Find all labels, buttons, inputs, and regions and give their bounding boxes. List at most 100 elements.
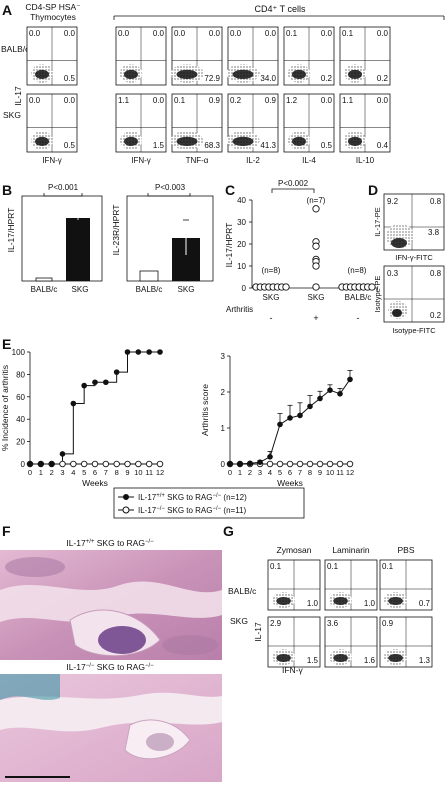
e1-ytick-label-0: 0: [21, 460, 26, 469]
a-q-ul-r0-c2: 0.0: [174, 29, 186, 38]
e1-pt-wt-9: [124, 349, 131, 355]
c-dot-g1-7: [368, 283, 376, 291]
a-q-ur-r0-c2: 0.0: [209, 29, 221, 38]
a-col-label-3: IL-2: [246, 156, 260, 165]
e2-ytick-label-2: 2: [221, 388, 226, 397]
g-q-ul-r1-c0: 2.9: [270, 619, 282, 628]
e1-ytick-label-1: 20: [16, 438, 25, 447]
d-bottom-ul: 0.3: [387, 269, 399, 278]
e2-xtick-label-3: 3: [258, 468, 262, 477]
e2-pt-ko-12: [346, 460, 354, 468]
e1-ylabel: % Incidence of arthritis: [0, 365, 10, 451]
a-q-ur-r1-c5: 0.0: [377, 96, 389, 105]
panel-letter-a: A: [2, 2, 12, 18]
c-arthritis-minus-1: -: [270, 313, 273, 323]
g-plot-r0-c2-core: [388, 597, 403, 605]
c-ytick-label-0: 0: [242, 284, 247, 293]
g-col-label-0: Zymosan: [277, 545, 312, 555]
c-bracket: [271, 188, 315, 193]
a-q-ur-r1-c0: 0.0: [64, 96, 76, 105]
a-plot-r1-c3-core: [232, 136, 254, 147]
f-top-inflammation: [98, 626, 146, 654]
c-ytick-label-3: 30: [237, 218, 246, 227]
e1-pt-ko-7: [102, 460, 110, 468]
e2-pt-ko-9: [316, 460, 324, 468]
b-left-ylabel: IL-17/HPRT: [6, 208, 16, 253]
a-plot-r1-c2-core: [176, 136, 198, 147]
d-top-ur: 0.8: [430, 197, 442, 206]
e2-xtick-label-0: 0: [228, 468, 232, 477]
a-q-ur-r0-c3: 0.0: [265, 29, 277, 38]
e-legend-label-2: IL-17−/− SKG to RAG−/− (n=11): [138, 506, 247, 515]
thymocyte-header-line2: Thymocytes: [30, 12, 76, 22]
a-q-ul-r0-c5: 0.1: [342, 29, 354, 38]
b-left-bar-skg: [66, 218, 90, 281]
c-dot-g0-7: [282, 283, 290, 291]
e1-line-wt: [30, 351, 160, 465]
a-plot-r0-c3-core: [232, 69, 254, 80]
a-q-ul-r0-c1: 0.0: [118, 29, 130, 38]
e-legend-box: [113, 487, 305, 519]
c-dot-skg-plus-6: [312, 262, 320, 270]
e1-pt-wt-2: [48, 461, 55, 467]
e2-xtick-label-12: 12: [346, 468, 354, 477]
e1-xtick-label-9: 9: [125, 468, 129, 477]
a-q-ul-r1-c1: 1.1: [118, 96, 130, 105]
b-left-pvalue: P<0.001: [48, 183, 79, 192]
a-plot-r0-c2-core: [176, 69, 198, 80]
g-q-ul-r1-c1: 3.6: [327, 619, 339, 628]
panel-letter-g: G: [223, 523, 234, 539]
e2-xtick-label-4: 4: [268, 468, 272, 477]
c-ytick-label-4: 40: [237, 196, 246, 205]
e1-xlabel: Weeks: [82, 478, 108, 488]
c-dot-skg-plus-1: [312, 205, 320, 213]
e1-xtick-label-4: 4: [71, 468, 75, 477]
a-q-lr-r1-c3: 41.3: [260, 141, 276, 150]
e1-pt-wt-0: [27, 461, 33, 467]
c-n-balbc: (n=8): [348, 266, 367, 275]
a-q-ur-r1-c2: 0.9: [209, 96, 221, 105]
e2-pt-wt-4: [267, 454, 273, 460]
e1-ytick-label-4: 80: [16, 370, 25, 379]
e2-ytick-label-1: 1: [221, 424, 226, 433]
e1-pt-wt-10: [135, 349, 142, 355]
g-q-ul-r1-c2: 0.9: [382, 619, 394, 628]
a-ylabel-il17: IL-17: [13, 86, 23, 106]
a-q-lr-r1-c1: 1.5: [153, 141, 165, 150]
panel-letter-b: B: [2, 182, 12, 198]
a-q-lr-r1-c5: 0.4: [377, 141, 389, 150]
e1-pt-ko-10: [135, 460, 142, 468]
e2-xtick-label-11: 11: [336, 468, 344, 477]
e2-xlabel: Weeks: [277, 478, 303, 488]
a-col-label-4: IL-4: [302, 156, 316, 165]
e1-xtick-label-5: 5: [82, 468, 86, 477]
panel-letter-f: F: [2, 523, 11, 539]
a-plot-r0-c5-core: [348, 69, 362, 80]
panel-f: IL-17+/+ SKG to RAG−/− IL-17−/− SKG to R…: [0, 538, 222, 782]
e-legend-label-1: IL-17+/+ SKG to RAG−/− (n=12): [138, 493, 247, 502]
e1-pt-ko-8: [113, 460, 120, 468]
c-group-balbc: BALB/c: [345, 293, 372, 302]
g-plot-r1-c2-core: [388, 654, 403, 662]
a-q-lr-r0-c3: 34.0: [260, 74, 276, 83]
a-col-label-0: IFN-γ: [42, 156, 62, 165]
a-q-lr-r1-c2: 68.3: [204, 141, 220, 150]
f-top-patch-2: [162, 635, 218, 655]
b-left-group-balbc: BALB/c: [31, 285, 58, 294]
c-group-skg-plus: SKG: [308, 293, 325, 302]
a-q-ul-r0-c0: 0.0: [29, 29, 41, 38]
d-top-xlabel: IFN-γ-FITC: [395, 253, 433, 262]
e1-pt-ko-12: [156, 460, 164, 468]
g-plot-r0-c0-core: [276, 597, 291, 605]
g-q-ul-r0-c1: 0.1: [327, 562, 339, 571]
e2-pt-wt-9: [317, 395, 323, 402]
e1-pt-wt-1: [38, 461, 44, 467]
b-right-ylabel: IL-23R/HPRT: [111, 205, 121, 256]
e1-pt-ko-6: [91, 460, 99, 468]
e2-xtick-label-8: 8: [308, 468, 312, 477]
b-right-bracket: [147, 193, 191, 197]
e2-pt-wt-8: [307, 403, 313, 410]
